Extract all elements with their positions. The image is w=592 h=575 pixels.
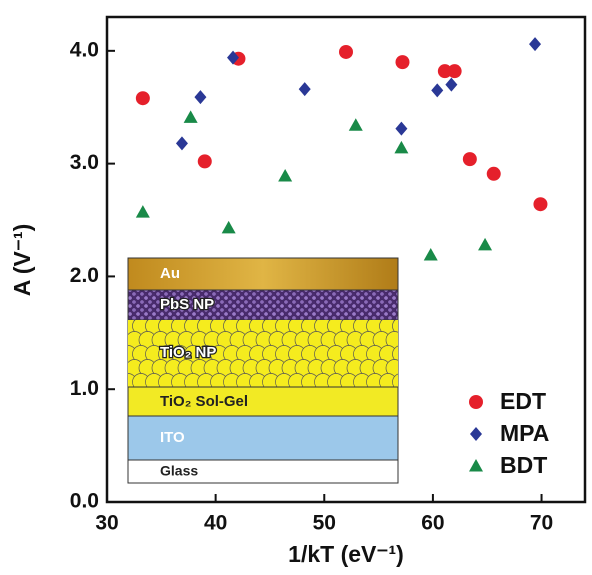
marker <box>135 91 150 106</box>
layer-label: Glass <box>160 463 198 479</box>
legend-label: EDT <box>500 388 546 414</box>
layer-label: Au <box>160 265 180 282</box>
x-tick-label: 70 <box>530 512 553 535</box>
legend-label: BDT <box>500 452 547 478</box>
marker <box>423 247 438 261</box>
marker <box>529 37 542 52</box>
layer-ito <box>127 415 399 461</box>
marker <box>298 82 311 97</box>
nanoparticle <box>392 345 398 363</box>
marker <box>183 110 198 123</box>
layer-label: ITO <box>160 429 185 446</box>
marker <box>395 55 410 70</box>
y-tick-label: 3.0 <box>70 151 99 174</box>
marker <box>394 140 409 154</box>
marker <box>227 50 240 65</box>
marker <box>478 237 493 251</box>
marker <box>175 136 188 151</box>
marker <box>278 169 293 182</box>
marker <box>135 205 150 218</box>
layer-label: TiO₂ NP <box>160 344 216 361</box>
marker <box>533 197 548 212</box>
marker <box>469 459 483 472</box>
nanoparticle <box>392 373 398 387</box>
y-tick-label: 2.0 <box>70 264 99 287</box>
x-tick-label: 60 <box>421 512 444 535</box>
marker <box>462 152 477 167</box>
marker <box>197 154 212 169</box>
marker <box>447 64 462 79</box>
marker <box>348 118 363 131</box>
marker <box>221 220 236 234</box>
x-tick-label: 40 <box>204 512 227 535</box>
y-tick-label: 4.0 <box>70 38 99 61</box>
marker <box>469 395 483 409</box>
y-tick-label: 1.0 <box>70 377 99 400</box>
marker <box>486 166 501 181</box>
nanoparticles <box>128 320 416 387</box>
y-tick-label: 0.0 <box>70 490 99 513</box>
nanoparticle <box>399 360 416 377</box>
x-axis-label: 1/kT (eV⁻¹) <box>288 541 404 567</box>
marker <box>395 121 408 136</box>
y-axis-label: A (V⁻¹) <box>9 224 35 297</box>
marker <box>470 427 482 441</box>
marker <box>437 64 452 79</box>
layer-glass <box>127 459 399 484</box>
layer-au <box>127 257 399 291</box>
device-stack: Au PbS NP TiO₂ NP TiO₂ Sol-Gel ITO Glass <box>127 257 416 484</box>
layer-pbs <box>127 289 399 321</box>
nanoparticle <box>399 332 416 349</box>
plot-frame <box>105 15 587 504</box>
marker <box>431 83 444 98</box>
marker <box>339 44 353 59</box>
nanoparticle <box>392 320 398 335</box>
x-tick-label: 50 <box>313 512 336 535</box>
x-tick-label: 30 <box>95 512 118 535</box>
layer-solgel <box>127 386 399 417</box>
legend-label: MPA <box>500 420 549 446</box>
layer-label: TiO₂ Sol-Gel <box>160 393 248 410</box>
layer-label: PbS NP <box>160 296 214 313</box>
marker <box>445 77 458 92</box>
marker <box>194 90 207 105</box>
